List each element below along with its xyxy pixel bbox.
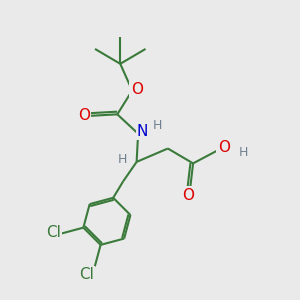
Text: H: H — [118, 153, 127, 166]
Text: H: H — [239, 146, 248, 159]
Text: O: O — [218, 140, 230, 154]
Text: H: H — [153, 119, 162, 132]
Text: O: O — [130, 82, 142, 97]
Text: O: O — [78, 108, 90, 123]
Text: N: N — [137, 124, 148, 139]
Text: Cl: Cl — [46, 225, 61, 240]
Text: O: O — [182, 188, 194, 203]
Text: Cl: Cl — [79, 267, 94, 282]
